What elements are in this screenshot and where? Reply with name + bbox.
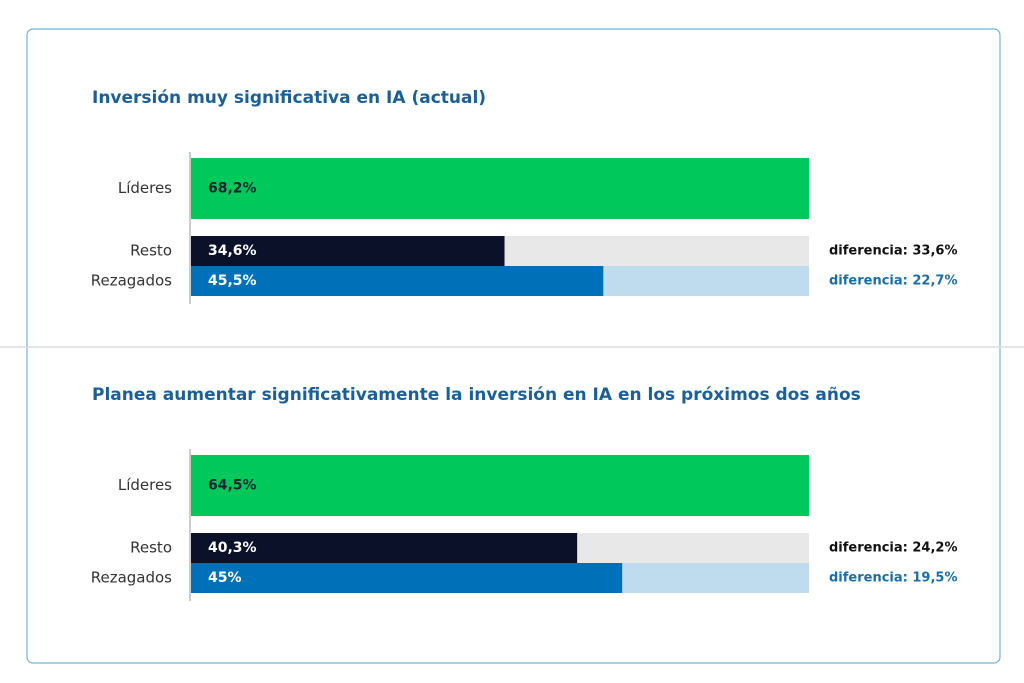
- bar: [191, 158, 809, 219]
- category-label: Líderes: [118, 476, 172, 494]
- value-label: 45,5%: [208, 273, 257, 289]
- value-label: 45%: [208, 570, 242, 586]
- category-label: Resto: [130, 539, 172, 557]
- frame: [26, 28, 1001, 664]
- bar: [191, 533, 578, 563]
- chart-title: Inversión muy significativa en IA (actua…: [92, 88, 486, 108]
- bar: [191, 236, 505, 266]
- chart-title: Planea aumentar significativamente la in…: [92, 385, 861, 405]
- category-label: Rezagados: [91, 569, 172, 587]
- category-label: Rezagados: [91, 272, 172, 290]
- bar: [191, 563, 623, 593]
- difference-label: diferencia: 33,6%: [829, 244, 957, 259]
- bar: [191, 455, 809, 516]
- category-label: Resto: [130, 242, 172, 260]
- value-label: 34,6%: [208, 243, 257, 259]
- value-label: 64,5%: [208, 478, 257, 494]
- difference-label: diferencia: 22,7%: [829, 274, 957, 289]
- value-label: 68,2%: [208, 181, 257, 197]
- difference-label: diferencia: 19,5%: [829, 571, 957, 586]
- category-label: Líderes: [118, 179, 172, 197]
- difference-label: diferencia: 24,2%: [829, 541, 957, 556]
- value-label: 40,3%: [208, 540, 257, 556]
- bar: [191, 266, 604, 296]
